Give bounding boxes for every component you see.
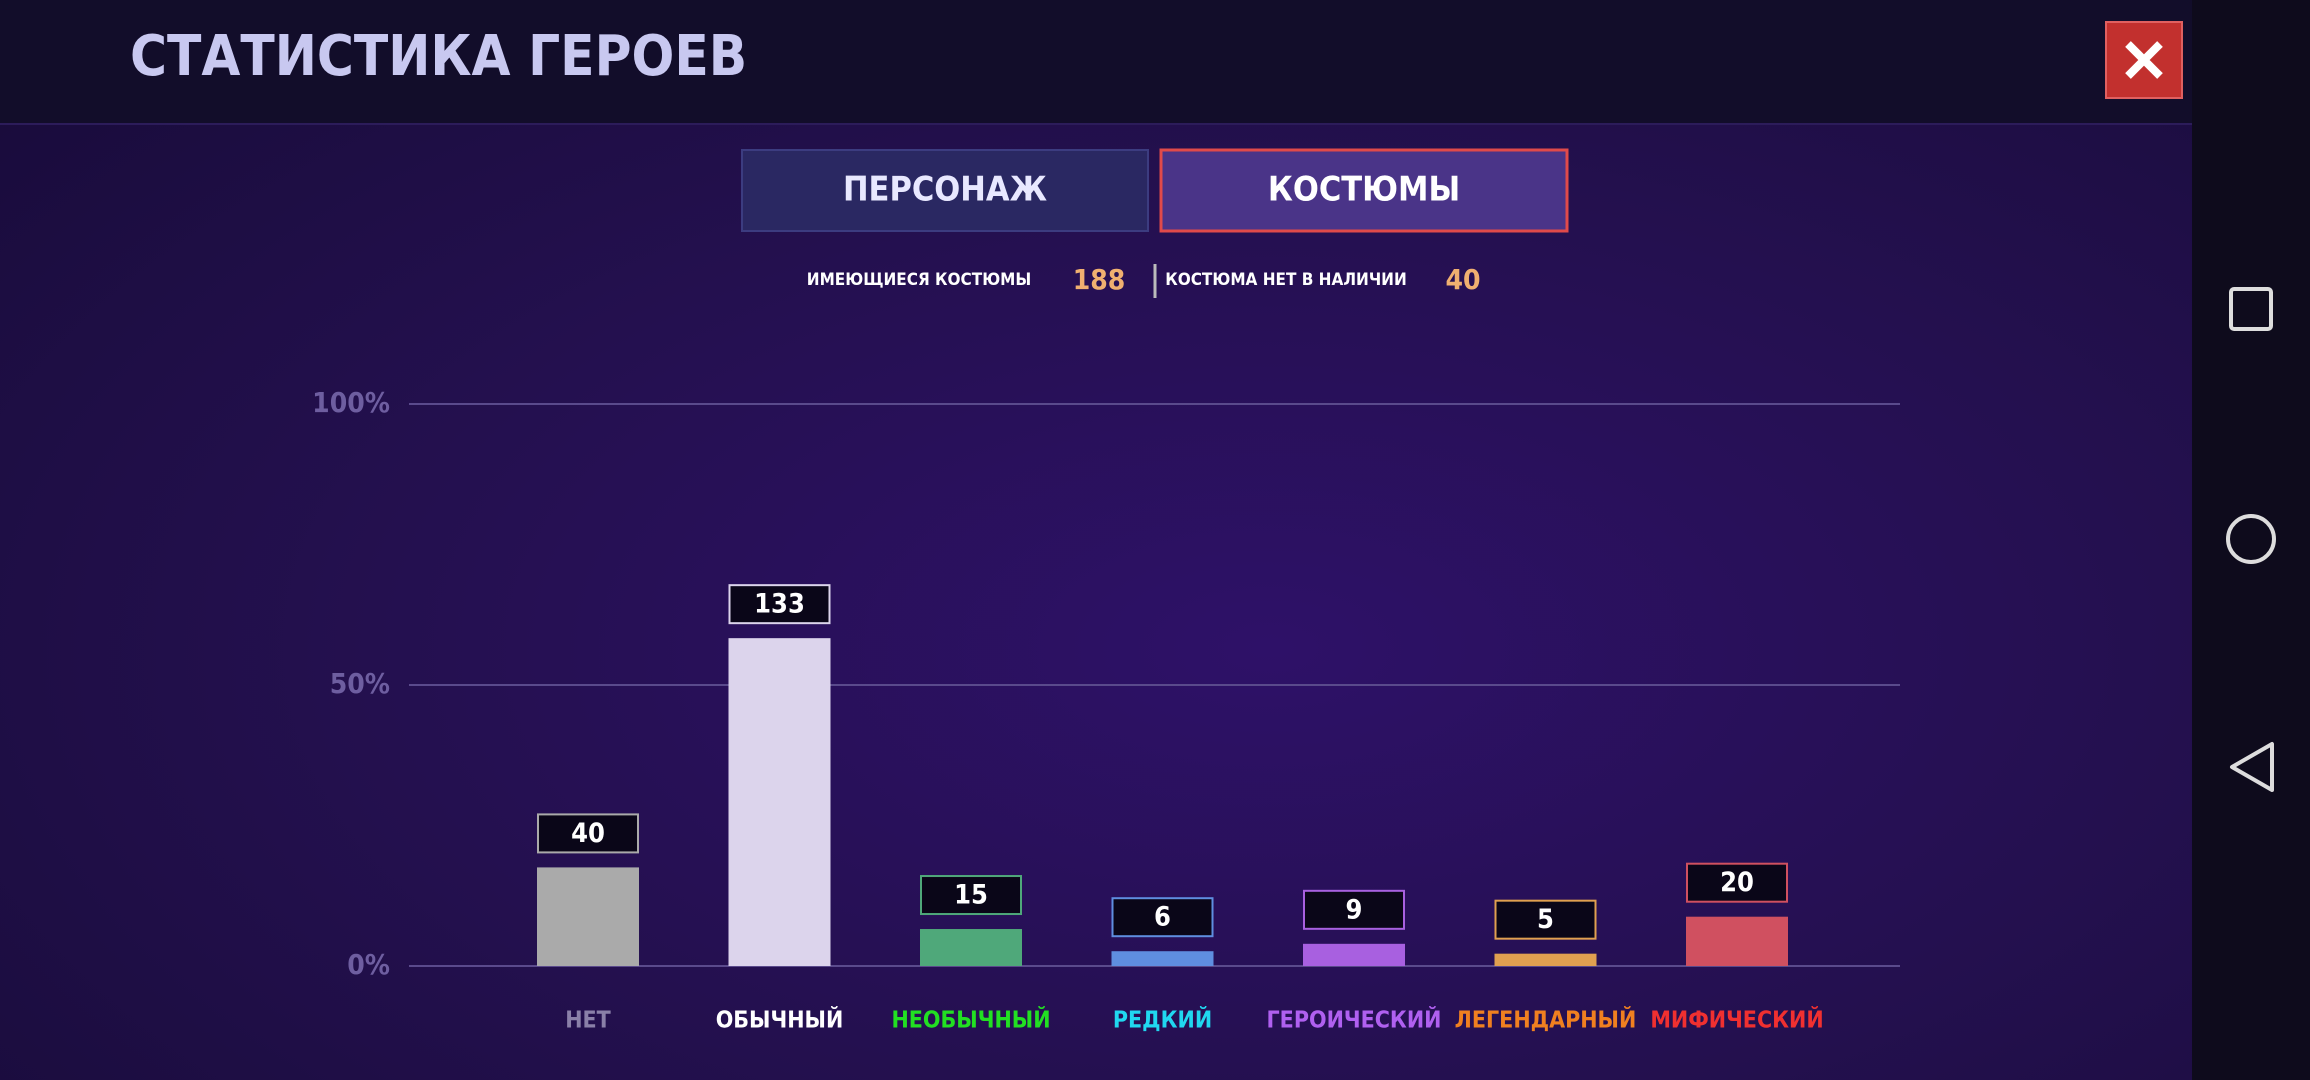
nav-recent[interactable] <box>2229 287 2273 331</box>
value-label-box <box>1494 899 1597 940</box>
y-tick-label: 0% <box>347 948 390 981</box>
value-label-box <box>728 584 831 625</box>
summary-label: КОСТЮМА НЕТ В НАЛИЧИИ <box>1165 270 1407 290</box>
value-label: 20 <box>1720 867 1754 898</box>
bar <box>1111 951 1214 966</box>
value-label: 5 <box>1537 904 1554 935</box>
tab-active[interactable]: КОСТЮМЫ <box>1159 148 1569 233</box>
value-label: 15 <box>954 880 988 911</box>
y-tick-label: 50% <box>330 667 390 700</box>
y-tick-label: 100% <box>312 386 390 419</box>
bar <box>1686 916 1788 966</box>
summary-value: 188 <box>1073 263 1126 296</box>
value-label-box <box>920 875 1022 916</box>
top-bar <box>0 0 2192 124</box>
x-tick-label: ЛЕГЕНДАРНЫЙ <box>1455 1006 1637 1034</box>
bar <box>728 638 831 966</box>
chart: 0% 50% 100% 40 НЕТ 133 ОБЫЧНЫЙ 15 НЕОБЫЧНЫЙ 6 РЕДК… <box>312 386 1900 1034</box>
x-tick-label: ОБЫЧНЫЙ <box>716 1006 844 1034</box>
bar <box>1303 943 1405 966</box>
value-label-box <box>537 813 639 854</box>
value-label: 133 <box>754 589 805 620</box>
bar <box>1494 953 1597 966</box>
bar <box>920 929 1022 966</box>
tab-label: ПЕРСОНАЖ <box>843 170 1047 210</box>
summary-label: ИМЕЮЩИЕСЯ КОСТЮМЫ <box>807 270 1031 290</box>
tab[interactable]: ПЕРСОНАЖ <box>741 149 1149 232</box>
value-label: 40 <box>571 818 605 849</box>
summary-value: 40 <box>1445 263 1480 296</box>
nav-back[interactable] <box>2230 742 2274 792</box>
x-tick-label: РЕДКИЙ <box>1113 1006 1212 1034</box>
x-tick-label: ГЕРОИЧЕСКИЙ <box>1267 1006 1442 1034</box>
value-label: 9 <box>1346 894 1363 925</box>
x-tick-label: МИФИЧЕСКИЙ <box>1650 1006 1823 1034</box>
page-title: СТАТИСТИКА ГЕРОЕВ <box>130 24 747 89</box>
close-button[interactable] <box>2105 21 2183 99</box>
value-label-box <box>1111 897 1214 938</box>
value-label-box <box>1303 889 1405 930</box>
value-label-box <box>1686 862 1788 903</box>
value-label: 6 <box>1154 902 1171 933</box>
nav-home[interactable] <box>2226 514 2276 564</box>
tab-label: КОСТЮМЫ <box>1268 170 1460 210</box>
bar <box>537 867 639 966</box>
x-tick-label: НЕОБЫЧНЫЙ <box>891 1006 1050 1034</box>
x-tick-label: НЕТ <box>565 1008 611 1034</box>
nav-bar <box>2192 0 2310 1080</box>
